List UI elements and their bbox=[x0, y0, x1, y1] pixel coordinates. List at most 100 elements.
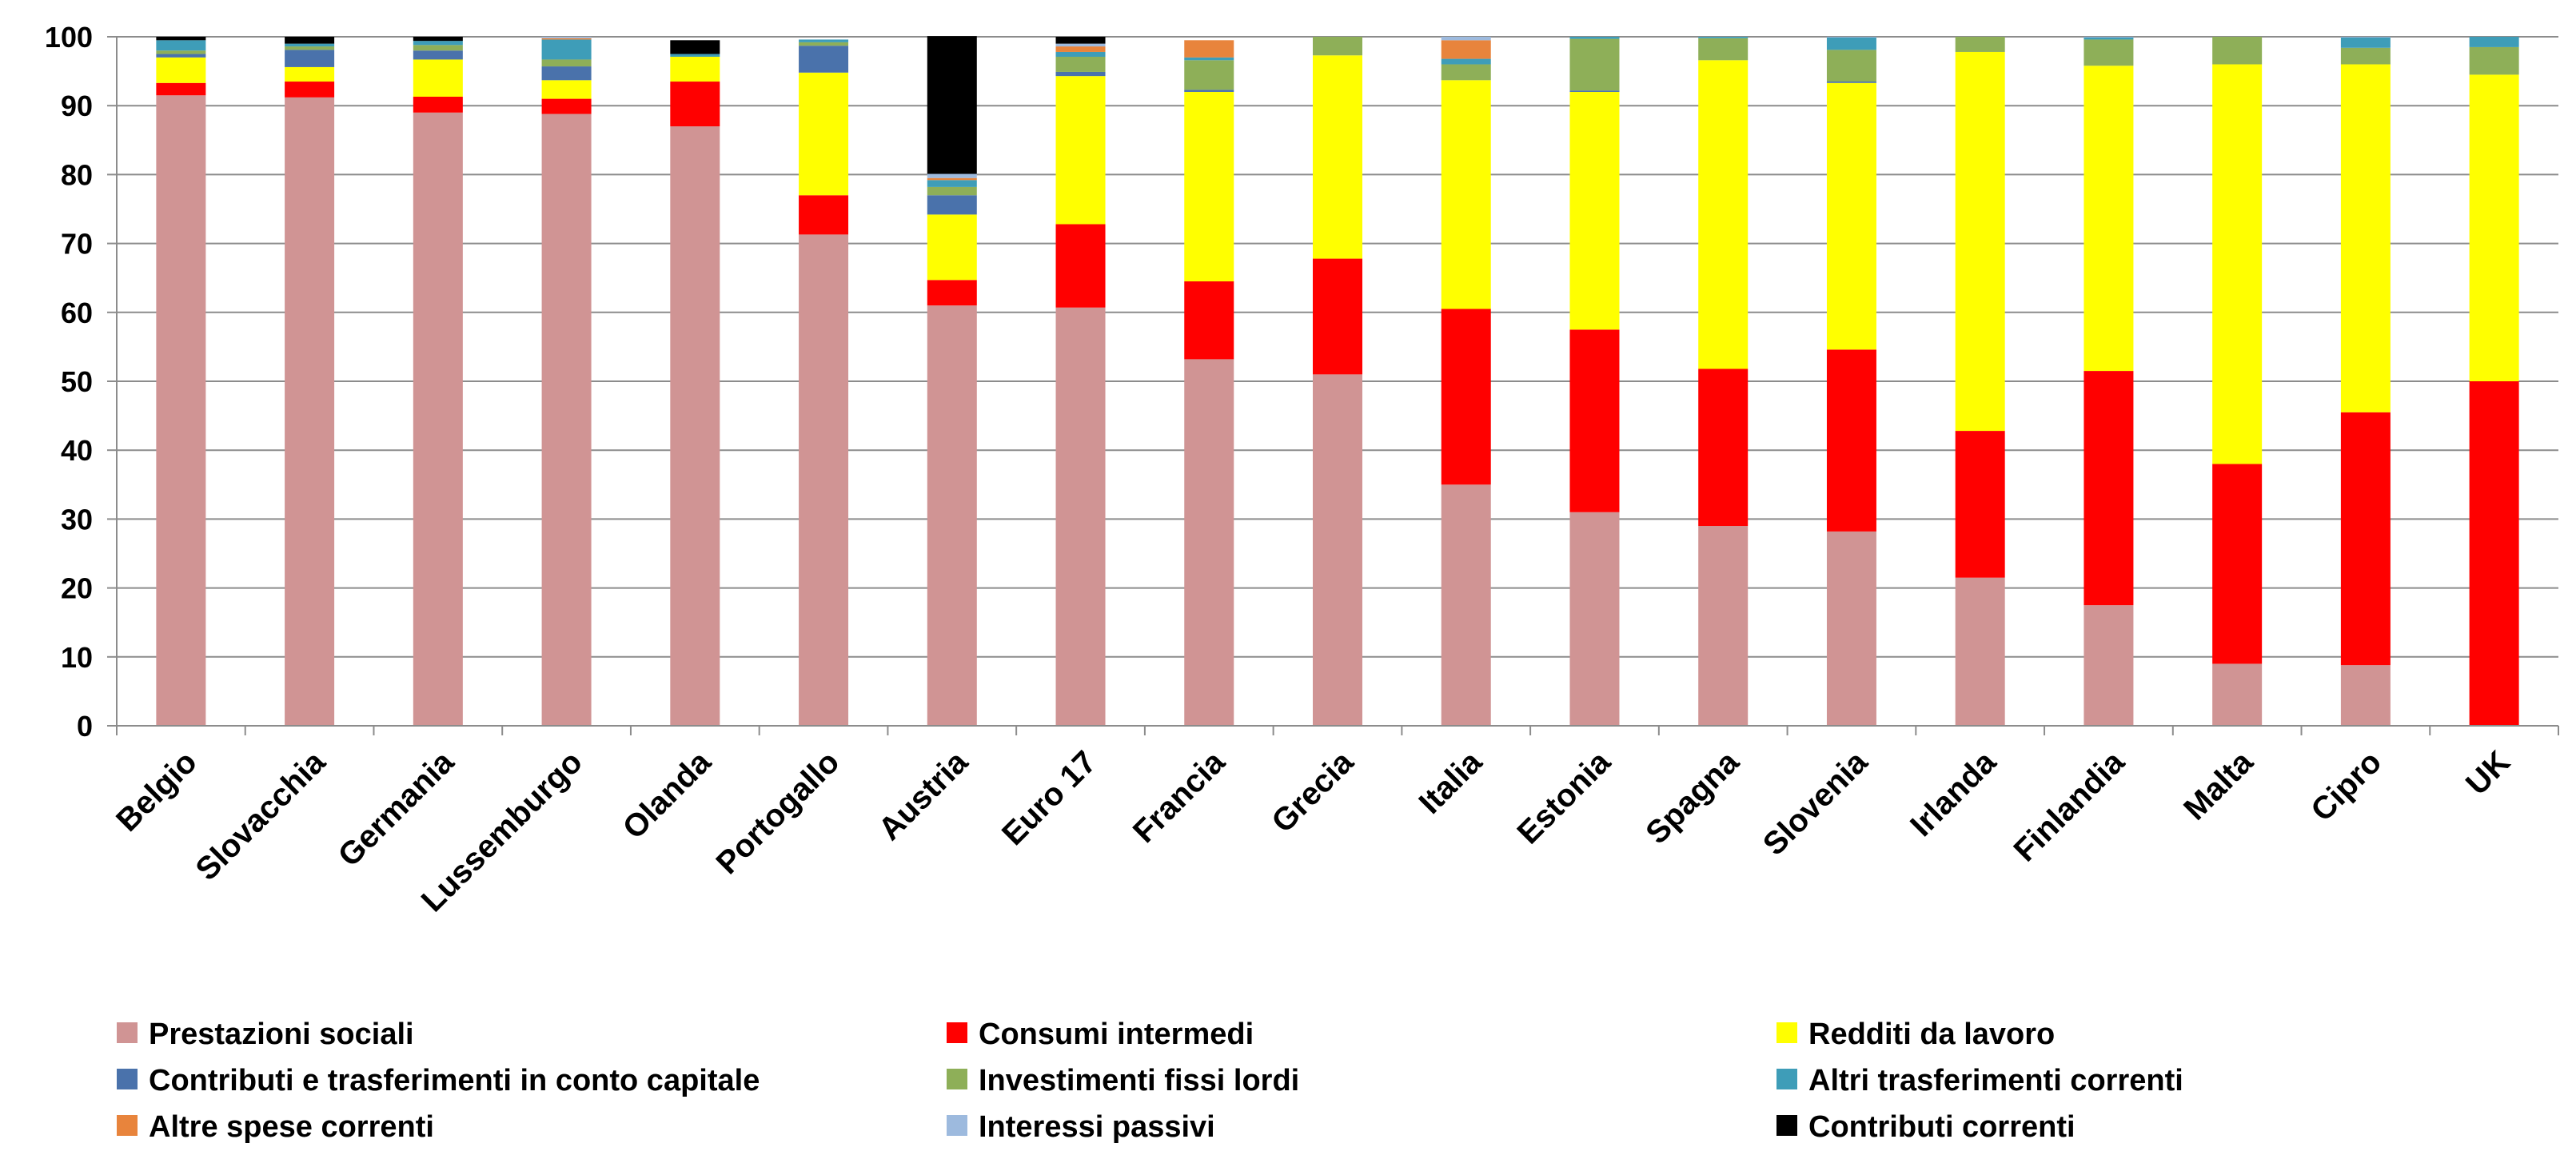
legend-label-investimenti-fissi-lordi: Investimenti fissi lordi bbox=[979, 1064, 1299, 1097]
bar-austria-altri-trasferimenti-correnti bbox=[927, 180, 977, 187]
y-tick-label-0: 0 bbox=[77, 710, 93, 743]
bar-spagna-prestazioni-sociali bbox=[1698, 526, 1749, 726]
legend-label-contributi-e-trasferimenti-in-conto-capitale: Contributi e trasferimenti in conto capi… bbox=[149, 1064, 760, 1097]
bar-slovenia-prestazioni-sociali bbox=[1826, 531, 1876, 726]
bar-group-lussemburgo bbox=[541, 37, 592, 726]
bar-slovacchia-altri-trasferimenti-correnti bbox=[285, 43, 335, 47]
bar-finlandia-altri-trasferimenti-correnti bbox=[2084, 37, 2134, 40]
bar-austria-interessi-passivi bbox=[927, 173, 977, 178]
bar-malta-consumi-intermedi bbox=[2212, 464, 2263, 664]
bar-francia-investimenti-fissi-lordi bbox=[1184, 60, 1234, 90]
bar-francia-contributi-e-trasferimenti-in-conto-capitale bbox=[1184, 90, 1234, 92]
legend-swatch-contributi-e-trasferimenti-in-conto-capitale bbox=[117, 1069, 138, 1089]
bar-uk-consumi-intermedi bbox=[2469, 381, 2519, 726]
bar-germania-investimenti-fissi-lordi bbox=[413, 45, 463, 51]
y-tick-label-70: 70 bbox=[61, 228, 93, 261]
legend-item-redditi-da-lavoro: Redditi da lavoro bbox=[1776, 1018, 2055, 1051]
x-tick-label-malta: Malta bbox=[2177, 744, 2260, 827]
legend-label-consumi-intermedi: Consumi intermedi bbox=[979, 1018, 1254, 1051]
bar-finlandia-redditi-da-lavoro bbox=[2084, 66, 2134, 372]
bar-slovacchia-contributi-correnti bbox=[285, 37, 335, 44]
x-tick-label-slovenia: Slovenia bbox=[1757, 744, 1875, 862]
bar-belgio-prestazioni-sociali bbox=[156, 95, 206, 726]
bar-irlanda-consumi-intermedi bbox=[1955, 431, 2005, 578]
x-tick-label-grecia: Grecia bbox=[1265, 744, 1361, 840]
bar-spagna-consumi-intermedi bbox=[1698, 368, 1749, 527]
bar-group-finlandia bbox=[2084, 37, 2134, 726]
bar-slovacchia-prestazioni-sociali bbox=[285, 97, 335, 726]
bar-austria-prestazioni-sociali bbox=[927, 305, 977, 726]
legend-label-contributi-correnti: Contributi correnti bbox=[1808, 1110, 2076, 1144]
legend: Prestazioni sociali Consumi intermedi Redd… bbox=[117, 1018, 2183, 1144]
y-tick-label-10: 10 bbox=[61, 641, 93, 674]
bar-euro-17-altre-spese-correnti bbox=[1055, 46, 1106, 52]
legend-swatch-redditi-da-lavoro bbox=[1776, 1022, 1797, 1043]
bar-estonia-contributi-e-trasferimenti-in-conto-capitale bbox=[1569, 90, 1620, 92]
legend-item-contributi-correnti: Contributi correnti bbox=[1776, 1110, 2076, 1144]
bar-portogallo-consumi-intermedi bbox=[799, 195, 849, 235]
legend-swatch-investimenti-fissi-lordi bbox=[947, 1069, 967, 1089]
bar-estonia-investimenti-fissi-lordi bbox=[1569, 38, 1620, 91]
bar-group-italia bbox=[1441, 37, 1491, 726]
bar-austria-consumi-intermedi bbox=[927, 280, 977, 306]
bar-portogallo-contributi-e-trasferimenti-in-conto-capitale bbox=[799, 46, 849, 73]
bar-uk-redditi-da-lavoro bbox=[2469, 74, 2519, 381]
x-tick-label-finlandia: Finlandia bbox=[2008, 744, 2132, 869]
bar-group-germania bbox=[413, 37, 463, 726]
bar-slovenia-investimenti-fissi-lordi bbox=[1826, 50, 1876, 82]
legend-label-redditi-da-lavoro: Redditi da lavoro bbox=[1808, 1018, 2055, 1051]
bar-portogallo-prestazioni-sociali bbox=[799, 234, 849, 726]
bar-olanda-prestazioni-sociali bbox=[670, 126, 720, 726]
bar-lussemburgo-contributi-e-trasferimenti-in-conto-capitale bbox=[541, 66, 592, 81]
bar-slovenia-consumi-intermedi bbox=[1826, 349, 1876, 532]
bar-lussemburgo-consumi-intermedi bbox=[541, 98, 592, 114]
bar-slovacchia-consumi-intermedi bbox=[285, 82, 335, 98]
bar-group-euro-17 bbox=[1055, 37, 1106, 726]
bar-francia-consumi-intermedi bbox=[1184, 281, 1234, 360]
bar-lussemburgo-redditi-da-lavoro bbox=[541, 80, 592, 99]
bar-finlandia-consumi-intermedi bbox=[2084, 371, 2134, 606]
bar-cipro-interessi-passivi bbox=[2340, 37, 2391, 38]
bar-spagna-redditi-da-lavoro bbox=[1698, 60, 1749, 369]
bar-irlanda-investimenti-fissi-lordi bbox=[1955, 37, 2005, 52]
x-tick-label-cipro: Cipro bbox=[2304, 744, 2388, 828]
bar-belgio-consumi-intermedi bbox=[156, 82, 206, 96]
y-axis: 0 10 20 30 40 50 60 70 80 90 100 bbox=[45, 21, 118, 743]
bar-cipro-altri-trasferimenti-correnti bbox=[2340, 37, 2391, 48]
legend-swatch-altri-trasferimenti-correnti bbox=[1776, 1069, 1797, 1089]
bar-grecia-investimenti-fissi-lordi bbox=[1313, 37, 1362, 56]
bar-cipro-investimenti-fissi-lordi bbox=[2340, 47, 2391, 65]
bar-euro-17-prestazioni-sociali bbox=[1055, 307, 1106, 726]
bar-irlanda-prestazioni-sociali bbox=[1955, 577, 2005, 726]
bar-slovenia-redditi-da-lavoro bbox=[1826, 82, 1876, 350]
legend-item-altre-spese-correnti: Altre spese correnti bbox=[117, 1110, 434, 1144]
x-tick-label-uk: UK bbox=[2459, 744, 2517, 802]
bar-malta-redditi-da-lavoro bbox=[2212, 64, 2263, 464]
bar-olanda-altri-trasferimenti-correnti bbox=[670, 54, 720, 57]
bar-germania-contributi-e-trasferimenti-in-conto-capitale bbox=[413, 50, 463, 60]
bar-slovenia-contributi-e-trasferimenti-in-conto-capitale bbox=[1826, 82, 1876, 83]
x-tick-label-belgio: Belgio bbox=[110, 744, 204, 838]
bar-portogallo-investimenti-fissi-lordi bbox=[799, 42, 849, 46]
bar-lussemburgo-interessi-passivi bbox=[541, 37, 592, 38]
bar-lussemburgo-altre-spese-correnti bbox=[541, 38, 592, 40]
bar-cipro-consumi-intermedi bbox=[2340, 412, 2391, 666]
bar-belgio-altri-trasferimenti-correnti bbox=[156, 40, 206, 51]
legend-item-consumi-intermedi: Consumi intermedi bbox=[947, 1018, 1254, 1051]
bar-group-austria bbox=[927, 36, 977, 726]
bar-lussemburgo-prestazioni-sociali bbox=[541, 114, 592, 726]
legend-label-altri-trasferimenti-correnti: Altri trasferimenti correnti bbox=[1808, 1064, 2183, 1097]
x-tick-label-spagna: Spagna bbox=[1639, 744, 1746, 851]
bar-olanda-contributi-correnti bbox=[670, 40, 720, 54]
bar-spagna-investimenti-fissi-lordi bbox=[1698, 38, 1749, 61]
legend-label-prestazioni-sociali: Prestazioni sociali bbox=[149, 1018, 414, 1051]
y-tick-label-60: 60 bbox=[61, 297, 93, 329]
bar-grecia-redditi-da-lavoro bbox=[1313, 55, 1362, 259]
bar-slovenia-interessi-passivi bbox=[1826, 37, 1876, 38]
legend-item-contributi-e-trasferimenti-in-conto-capitale: Contributi e trasferimenti in conto capi… bbox=[117, 1064, 760, 1097]
x-tick-label-francia: Francia bbox=[1127, 744, 1232, 850]
bar-slovacchia-investimenti-fissi-lordi bbox=[285, 46, 335, 50]
bar-finlandia-investimenti-fissi-lordi bbox=[2084, 39, 2134, 66]
bar-group-uk bbox=[2469, 37, 2519, 726]
